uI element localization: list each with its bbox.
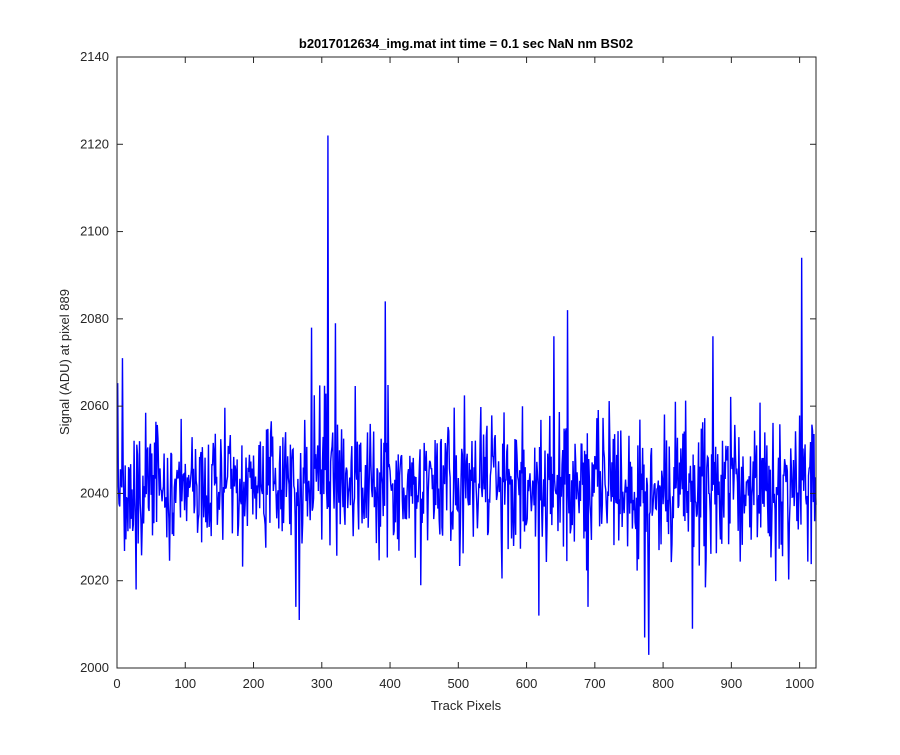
y-tick-label: 2120 — [80, 136, 109, 151]
y-tick-label: 2140 — [80, 49, 109, 64]
chart-title: b2017012634_img.mat int time = 0.1 sec N… — [299, 36, 633, 51]
y-tick-label: 2020 — [80, 573, 109, 588]
y-tick-label: 2060 — [80, 398, 109, 413]
x-tick-label: 300 — [311, 676, 333, 691]
y-axis-label: Signal (ADU) at pixel 889 — [57, 289, 72, 435]
series-layer — [116, 135, 817, 655]
x-tick-label: 600 — [516, 676, 538, 691]
x-axis-label: Track Pixels — [431, 698, 502, 713]
y-axis: 2000 2020 2040 2060 2080 2100 2120 2140 — [80, 49, 816, 675]
x-axis: 0 100 200 300 400 500 600 700 800 900 1000 — [113, 57, 814, 691]
x-tick-label: 700 — [584, 676, 606, 691]
axes-box — [116, 56, 817, 669]
y-tick-label: 2000 — [80, 660, 109, 675]
x-tick-label: 500 — [447, 676, 469, 691]
y-tick-label: 2080 — [80, 311, 109, 326]
y-tick-label: 2100 — [80, 224, 109, 239]
x-tick-label: 200 — [243, 676, 265, 691]
x-tick-label: 800 — [652, 676, 674, 691]
x-tick-label: 900 — [721, 676, 743, 691]
y-tick-label: 2040 — [80, 485, 109, 500]
x-tick-label: 400 — [379, 676, 401, 691]
x-tick-label: 0 — [113, 676, 120, 691]
series-line — [116, 135, 817, 655]
plot-area — [117, 57, 816, 668]
x-tick-label: 1000 — [785, 676, 814, 691]
x-tick-label: 100 — [174, 676, 196, 691]
